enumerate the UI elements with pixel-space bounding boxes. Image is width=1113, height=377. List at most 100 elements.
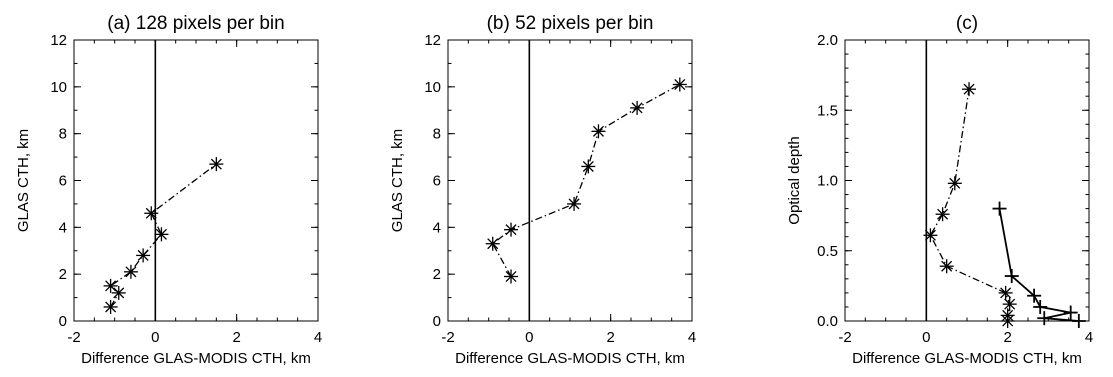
asterisk-marker <box>962 82 977 97</box>
marker-stroke <box>155 228 167 240</box>
series-line <box>929 89 1011 321</box>
y-axis-label: Optical depth <box>786 136 803 224</box>
marker-stroke <box>631 102 643 114</box>
plot-frame <box>844 39 1090 322</box>
x-tick-label: 0 <box>922 329 930 346</box>
y-tick-label: 0 <box>59 313 67 330</box>
asterisk-marker <box>144 206 159 221</box>
asterisk-marker <box>103 278 118 293</box>
marker-stroke <box>505 224 517 236</box>
marker-stroke <box>505 271 517 283</box>
marker-stroke <box>1002 309 1014 321</box>
y-tick-label: 10 <box>50 79 67 96</box>
y-tick-label: 0 <box>433 313 441 330</box>
plus-marker <box>1063 305 1078 320</box>
asterisk-marker <box>504 269 519 284</box>
plus-marker <box>1037 311 1052 326</box>
y-tick-label: 4 <box>59 219 67 236</box>
y-tick-label: 0.0 <box>817 313 838 330</box>
y-tick-label: 6 <box>59 173 67 190</box>
marker-stroke <box>137 249 149 261</box>
asterisk-marker <box>111 285 126 300</box>
asterisk-marker <box>1002 297 1017 312</box>
asterisk-marker <box>630 100 645 115</box>
marker-stroke <box>674 78 686 90</box>
asterisk-marker <box>103 299 118 314</box>
asterisk-marker <box>136 248 151 263</box>
y-tick-label: 2 <box>59 266 67 283</box>
x-tick-label: -2 <box>838 329 851 346</box>
y-tick-label: 2.0 <box>817 32 838 49</box>
asterisk-marker <box>935 207 950 222</box>
asterisk-marker <box>567 196 582 211</box>
marker-stroke <box>941 260 953 272</box>
x-tick-label: 4 <box>1085 329 1093 346</box>
marker-stroke <box>1000 287 1012 299</box>
marker-stroke <box>210 158 222 170</box>
marker-stroke <box>568 198 580 210</box>
panel-3: -2 0 2 4 0.0 0.5 1.0 1.5 2.0 (c) Difference GLAS-M… <box>786 13 1093 367</box>
marker-stroke <box>105 280 117 292</box>
series-line <box>491 83 681 277</box>
y-tick-label: 10 <box>424 79 441 96</box>
plot-frame <box>447 39 693 322</box>
asterisk-marker <box>485 236 500 251</box>
asterisk-marker <box>154 227 169 242</box>
marker-stroke <box>125 266 137 278</box>
marker-stroke <box>592 125 604 137</box>
x-tick-label: 2 <box>1003 329 1011 346</box>
asterisk-marker <box>1000 308 1015 323</box>
asterisk-marker <box>581 159 596 174</box>
y-tick-label: 8 <box>59 126 67 143</box>
asterisk-marker <box>998 285 1013 300</box>
x-tick-label: 0 <box>151 329 159 346</box>
plus-marker <box>1033 299 1048 314</box>
y-tick-label: 4 <box>433 219 441 236</box>
marker-stroke <box>924 229 936 241</box>
x-tick-label: -2 <box>441 329 454 346</box>
y-tick-label: 12 <box>50 32 67 49</box>
x-tick-label: 0 <box>525 329 533 346</box>
y-tick-label: 0.5 <box>817 243 838 260</box>
y-tick-label: 6 <box>433 173 441 190</box>
x-axis-label: Difference GLAS-MODIS CTH, km <box>455 350 685 367</box>
asterisk-marker <box>209 157 224 172</box>
y-tick-label: 12 <box>424 32 441 49</box>
asterisk-marker <box>672 77 687 92</box>
y-tick-label: 2 <box>433 266 441 283</box>
y-tick-label: 8 <box>433 126 441 143</box>
x-axis-label: Difference GLAS-MODIS CTH, km <box>81 350 311 367</box>
chart-title: (b) 52 pixels per bin <box>487 13 654 34</box>
y-tick-label: 1.5 <box>817 102 838 119</box>
plus-marker <box>1027 288 1042 303</box>
marker-stroke <box>1004 298 1016 310</box>
y-tick-label: 1.0 <box>817 173 838 190</box>
marker-stroke <box>949 177 961 189</box>
x-tick-label: 4 <box>314 329 322 346</box>
x-axis-label: Difference GLAS-MODIS CTH, km <box>852 350 1082 367</box>
asterisk-marker <box>947 176 962 191</box>
x-tick-label: -2 <box>67 329 80 346</box>
asterisk-marker <box>939 259 954 274</box>
asterisk-marker <box>504 222 519 237</box>
y-axis-label: GLAS CTH, km <box>389 129 406 232</box>
marker-stroke <box>113 287 125 299</box>
asterisk-marker <box>923 228 938 243</box>
plot-frame <box>73 39 319 322</box>
chart-title: (c) <box>956 13 978 34</box>
marker-stroke <box>582 160 594 172</box>
marker-stroke <box>937 208 949 220</box>
plus-marker <box>992 201 1007 216</box>
chart-title: (a) 128 pixels per bin <box>107 13 284 34</box>
x-tick-label: 4 <box>688 329 696 346</box>
marker-stroke <box>963 83 975 95</box>
marker-stroke <box>487 238 499 250</box>
plus-marker <box>1071 314 1086 328</box>
asterisk-marker <box>123 264 138 279</box>
x-tick-label: 2 <box>232 329 240 346</box>
y-axis-label: GLAS CTH, km <box>15 129 32 232</box>
asterisk-marker <box>591 124 606 139</box>
